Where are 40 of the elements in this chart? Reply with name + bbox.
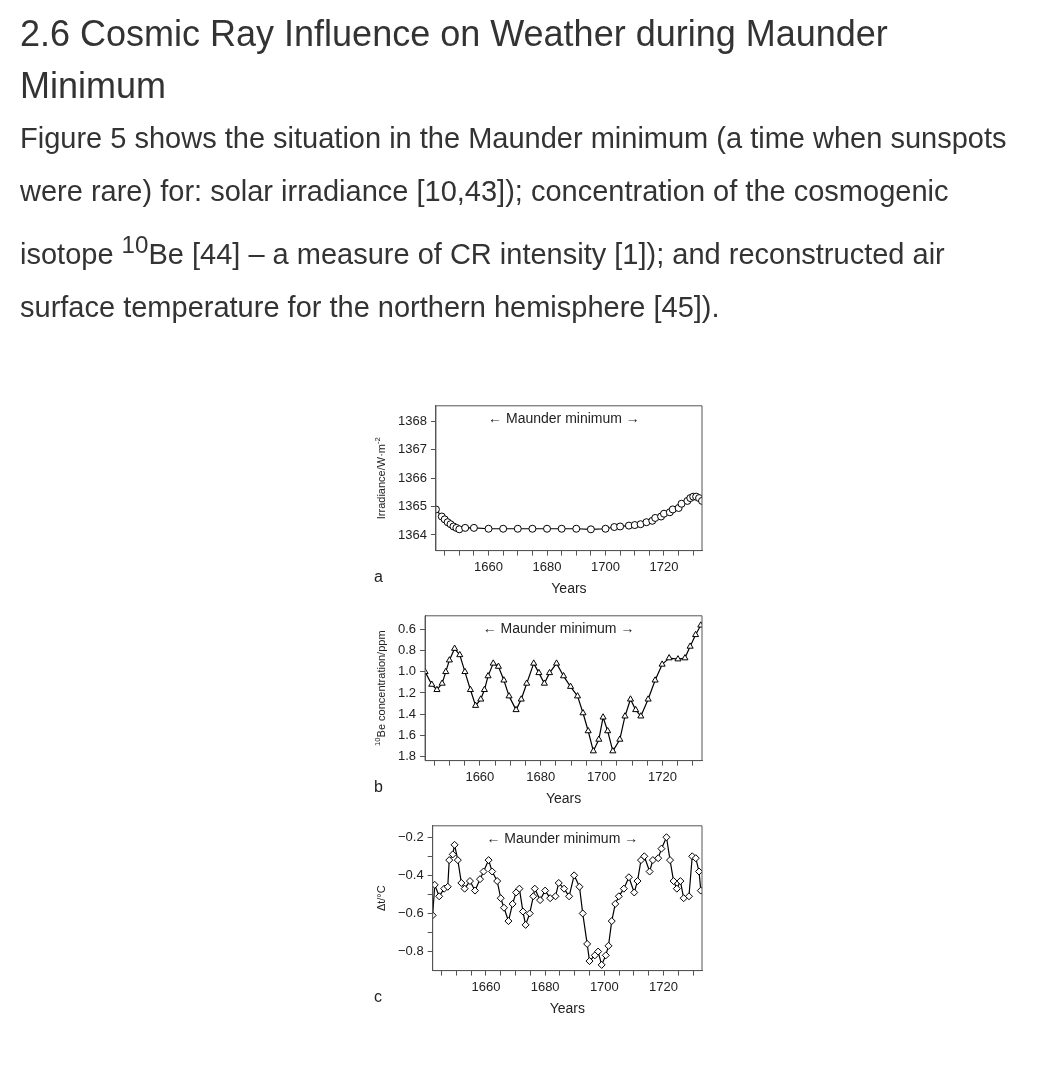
x-tick-label: 1700 [589,978,619,994]
x-tick-label: 1660 [465,768,495,784]
y-tick-label: 1368 [398,412,427,428]
y-tick-label: 1364 [398,526,427,542]
annotation: ← Maunder minimum → [486,829,639,846]
x-axis-title: Years [551,580,587,597]
y-tick-label: −0.4 [397,866,424,882]
y-tick-label: 1.2 [397,684,417,700]
x-tick-label: 1680 [532,558,562,574]
y-tick-label: 1.0 [397,663,417,679]
y-tick-label: 1366 [398,469,427,485]
x-tick-label: 1680 [526,768,556,784]
x-tick-label: 1720 [647,768,677,784]
x-tick-label: 1720 [649,978,678,994]
y-tick-label: 1367 [398,441,427,457]
x-tick-label: 1680 [530,978,560,994]
text: c [374,987,382,1005]
y-tick-label: −0.6 [397,904,424,920]
x-tick-label: 1660 [471,978,501,994]
y-tick-label: 0.8 [397,641,417,657]
text: b [374,777,383,795]
y-tick-label: 1365 [398,497,427,513]
x-axis-title: Years [549,1000,585,1017]
y-tick-label: 0.6 [397,620,417,636]
text: a [374,567,383,585]
y-tick-label: 1.8 [397,747,417,763]
x-tick-label: 1700 [587,768,617,784]
y-axis-title: Δt/°C [375,884,388,911]
chart-title: 2.6 Cosmic Ray Influence on Weather during Maunder Minimum [20,12,889,108]
annotation: ← Maunder minimum → [488,409,640,426]
chart-subtitle: Figure 5 shows the situation in the Maunder minimum (a time when sunspots were rare) for: solar irradiance [10,43]); concentration of the cosmogenic isotope $^{10}$Be [44] – a measure of CR intensity [1]); and reconstructed air surface temperature for the northern hemisphere [45]). [20,121,1008,325]
y-tick-label: 1.6 [397,726,417,742]
y-tick-label: 1.4 [397,705,417,721]
x-tick-label: 1720 [649,558,679,574]
x-tick-label: 1660 [474,558,504,574]
x-tick-label: 1700 [591,558,620,574]
x-axis-title: Years [545,790,582,807]
y-tick-label: −0.8 [397,942,424,958]
annotation: ← Maunder minimum → [482,619,635,636]
y-tick-label: −0.2 [397,828,424,844]
